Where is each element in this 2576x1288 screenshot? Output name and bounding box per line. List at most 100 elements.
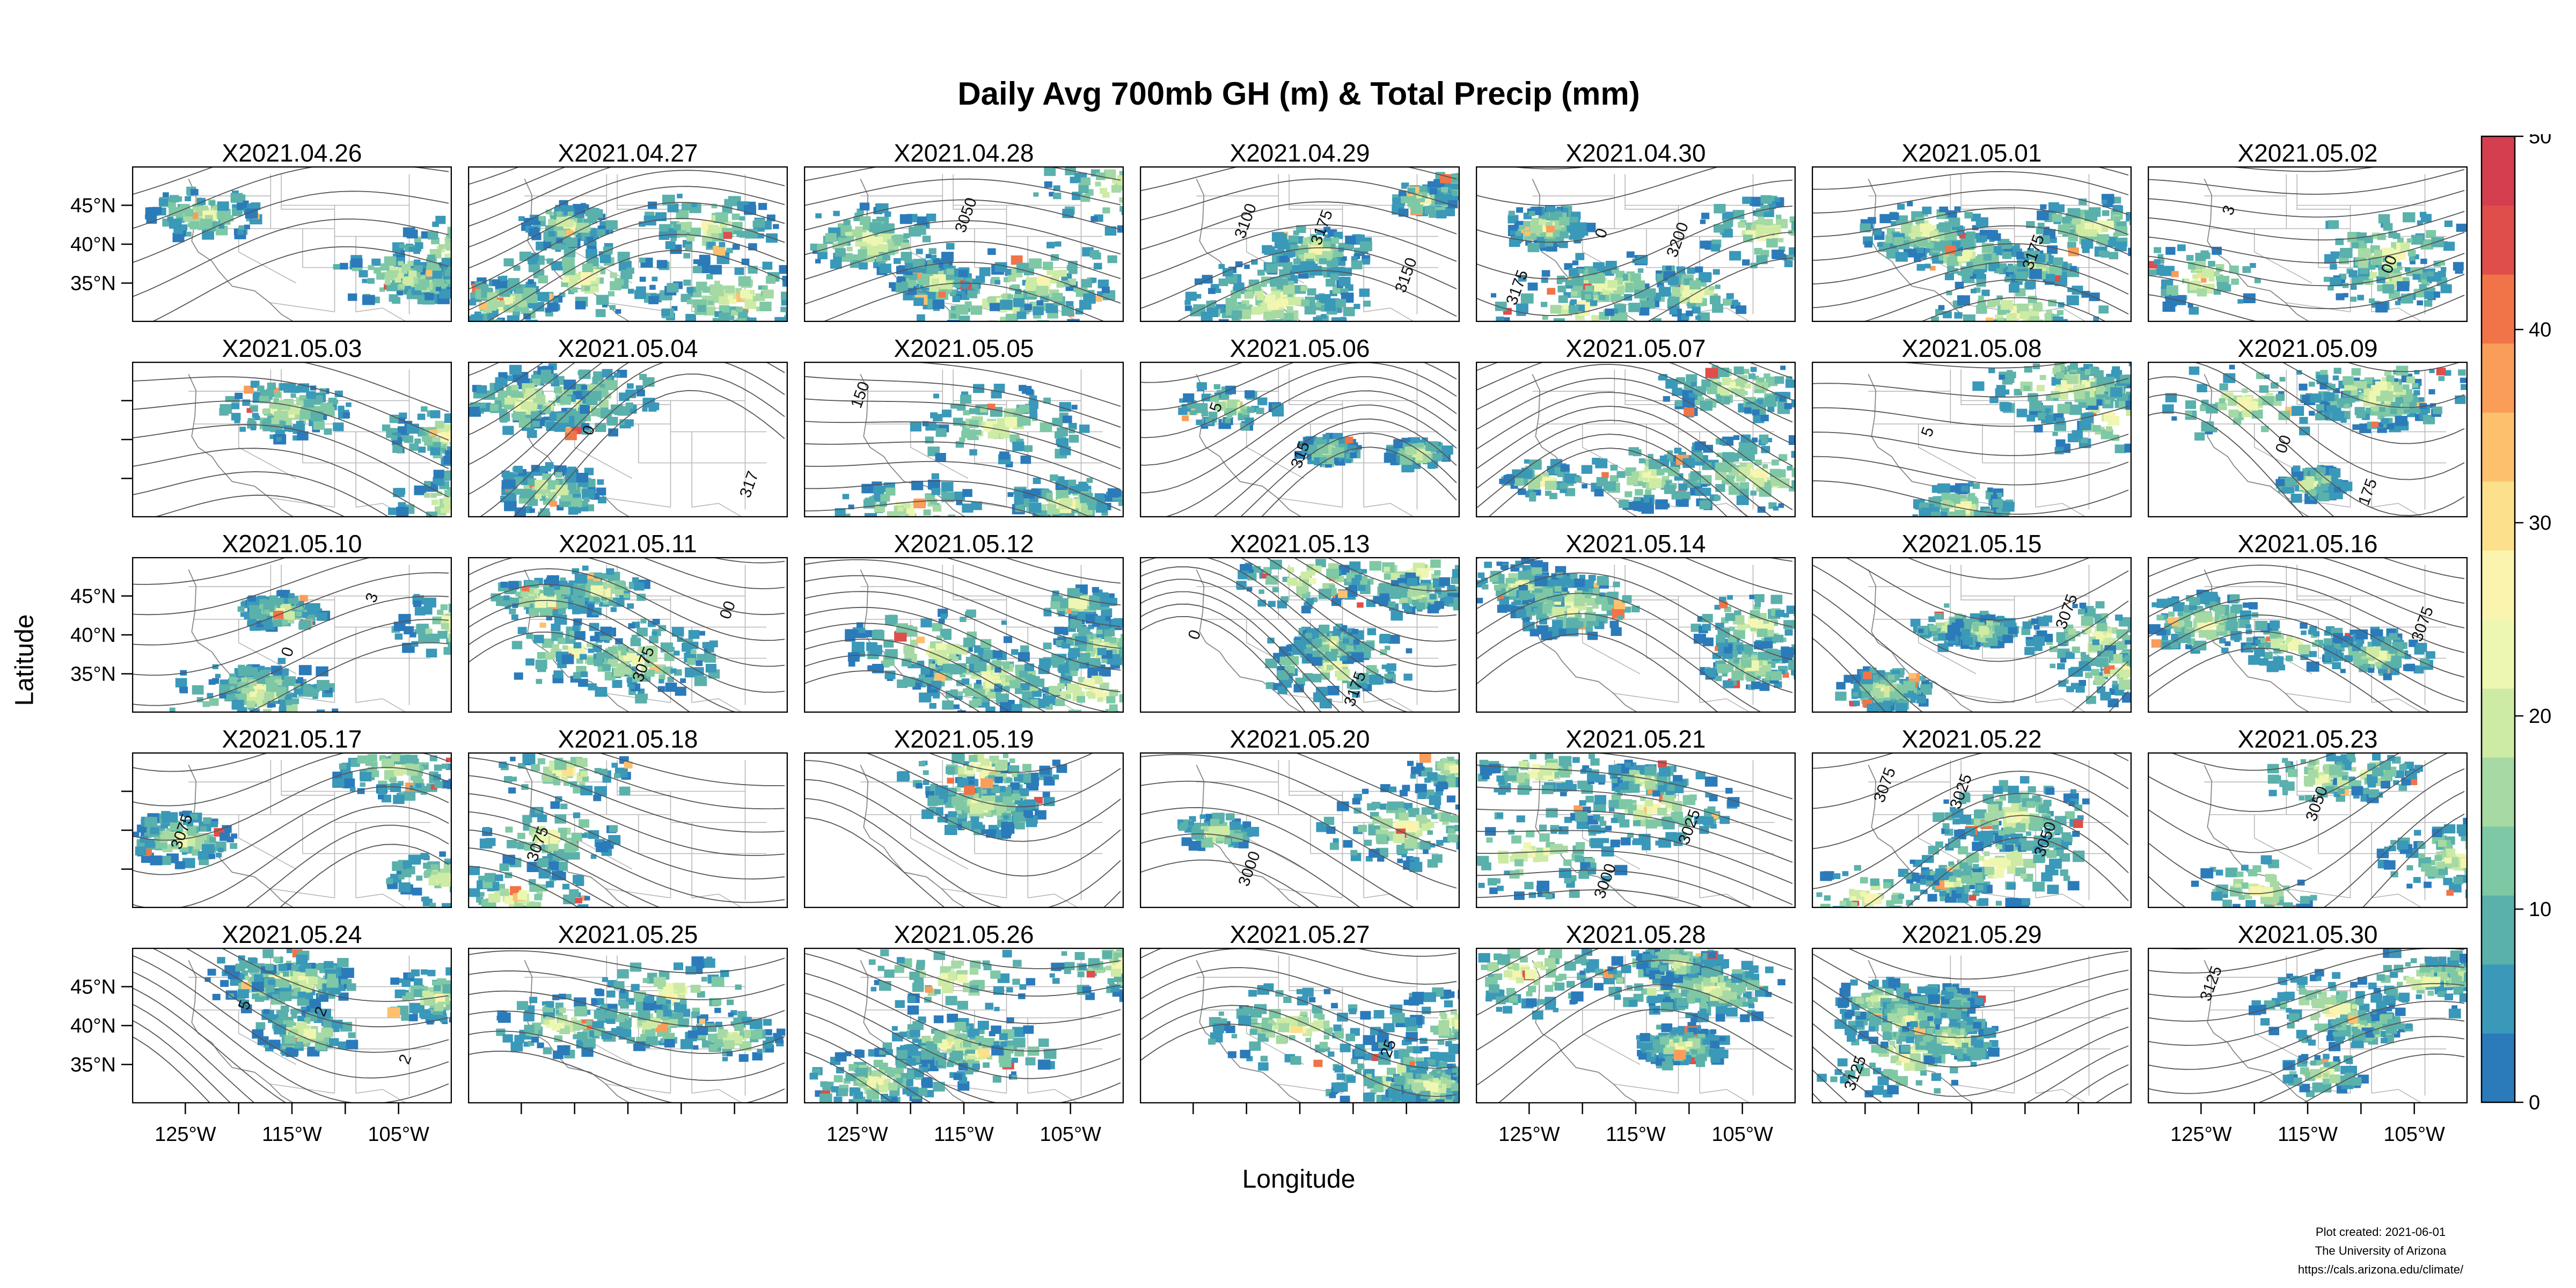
precip-cell (432, 221, 439, 227)
precip-cell (763, 289, 774, 299)
precip-cell (1767, 202, 1776, 209)
precip-cell (2009, 284, 2019, 293)
precip-cell (1575, 222, 1587, 232)
precip-cell (1755, 224, 1764, 231)
precip-cell (1687, 267, 1695, 274)
precip-cell (686, 222, 692, 226)
precip-cell (959, 437, 965, 442)
precip-cell (447, 446, 452, 452)
gh-contour (132, 424, 449, 498)
gh-contour (2148, 274, 2465, 310)
precip-cell (427, 254, 436, 261)
gh-contour (512, 373, 785, 517)
precip-cell (1779, 246, 1785, 252)
precip-cell (1769, 195, 1777, 202)
precip-cell (882, 254, 890, 261)
precip-cell (1244, 264, 1250, 269)
precip-cell (2417, 300, 2423, 305)
precip-cell (218, 224, 225, 229)
precip-cell (570, 498, 582, 508)
precip-cell (1905, 220, 1913, 226)
precip-cell (2357, 295, 2364, 301)
precip-cell (610, 272, 617, 279)
precip-cell (225, 396, 233, 402)
precip-cell (1616, 304, 1627, 313)
precip-cell (422, 435, 430, 442)
precip-cell (190, 213, 199, 219)
precip-cell (1931, 316, 1939, 322)
precip-cell (671, 306, 678, 311)
precip-cell (189, 221, 200, 230)
precip-cell (979, 267, 991, 276)
precip-cell (2002, 251, 2012, 259)
precip-cell (903, 233, 910, 238)
precip-cell (2342, 283, 2349, 288)
precip-cell (917, 216, 927, 224)
precip-cell (2114, 241, 2127, 252)
state-border (1960, 174, 2015, 210)
precip-cell (1981, 289, 1990, 296)
precip-cell (1758, 216, 1765, 222)
precip-cell (639, 257, 646, 263)
precip-cell (538, 275, 548, 284)
precip-cell (565, 430, 577, 441)
precip-cell (1257, 269, 1265, 276)
precip-cell (2126, 212, 2132, 222)
gh-contour (2222, 166, 2383, 172)
gh-contour (468, 362, 577, 436)
gh-contour (132, 166, 449, 229)
precip-cell (1510, 230, 1516, 235)
precip-cell (435, 287, 441, 291)
precip-cell (2208, 276, 2215, 282)
precip-cell (597, 229, 606, 236)
precip-cell (1751, 223, 1759, 229)
precip-cell (1951, 246, 1960, 252)
precip-cell (1592, 273, 1605, 284)
precip-cell (2250, 263, 2256, 268)
precip-cell (495, 319, 503, 322)
precip-cell (471, 314, 484, 322)
precip-cell (2419, 284, 2427, 290)
precip-cell (1424, 206, 1436, 215)
gh-contour (478, 362, 785, 517)
precip-cell (406, 229, 418, 239)
precip-cell (2440, 284, 2452, 294)
precip-cell (697, 305, 706, 312)
precip-cell (931, 254, 937, 259)
precip-cell (2028, 296, 2037, 303)
precip-cell (1904, 248, 1912, 255)
precip-cell (596, 295, 609, 305)
precip-cell (535, 388, 543, 395)
map-panel: X2021.04.30 3200 3175 0 (1476, 139, 1796, 322)
precip-cell (531, 217, 541, 225)
precip-cell (550, 501, 558, 507)
precip-cell (1270, 276, 1282, 287)
precip-cell (952, 296, 961, 302)
gh-contour (132, 376, 449, 441)
precip-cell (1957, 295, 1970, 306)
precip-cell (319, 388, 326, 394)
precip-cell (1446, 194, 1452, 199)
precip-cell (1963, 314, 1975, 322)
precip-cell (443, 497, 451, 504)
precip-cell (1410, 203, 1419, 210)
precip-cell (398, 502, 406, 509)
precip-cell (313, 406, 321, 412)
map-panel: X2021.05.01 3175 (1812, 139, 2132, 322)
precip-cell (719, 312, 730, 321)
precip-cell (1761, 250, 1768, 255)
precip-cell (1722, 211, 1733, 221)
precip-cell (731, 310, 738, 316)
precip-cell (845, 232, 852, 238)
precip-cell (719, 223, 727, 229)
precip-cell (1029, 258, 1042, 269)
precip-cell (933, 258, 940, 264)
precip-cell (495, 377, 504, 384)
precip-cell (1996, 268, 2003, 274)
precip-cell (815, 213, 822, 218)
precip-cell (503, 304, 510, 310)
precip-cell (699, 254, 711, 264)
precip-cell (2015, 271, 2028, 282)
gh-contour (1645, 257, 1793, 322)
